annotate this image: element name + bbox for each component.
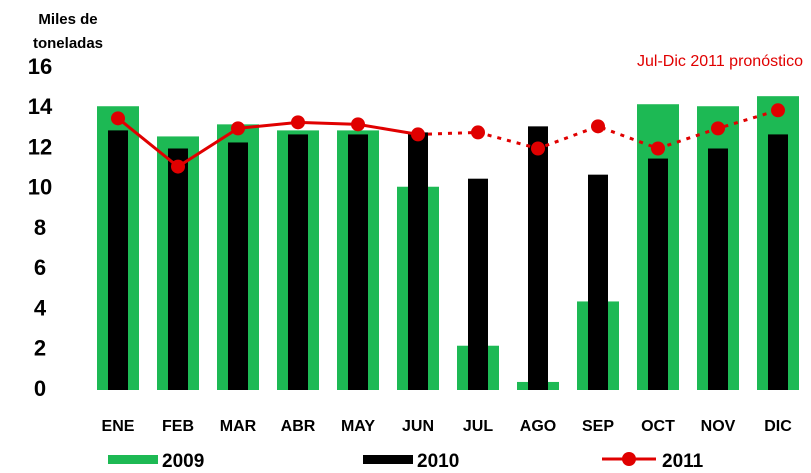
x-tick-label: DIC	[764, 418, 792, 435]
x-tick-label: MAR	[220, 418, 257, 435]
legend-label: 2010	[417, 451, 459, 472]
y-tick-label: 4	[34, 295, 47, 320]
bar	[348, 134, 368, 390]
y-axis-label: toneladas	[33, 35, 103, 52]
legend-swatch	[363, 455, 413, 464]
x-tick-label: ABR	[281, 418, 316, 435]
line-marker	[711, 121, 725, 136]
legend-swatch	[108, 455, 158, 464]
legend-label: 2011	[662, 451, 704, 472]
bar	[708, 148, 728, 390]
bar	[468, 178, 488, 390]
x-tick-label: MAY	[341, 418, 375, 435]
bar	[108, 130, 128, 390]
y-tick-label: 2	[34, 336, 46, 361]
bar	[228, 142, 248, 390]
x-tick-label: ENE	[102, 418, 135, 435]
y-tick-label: 6	[34, 255, 46, 280]
line-marker	[591, 119, 605, 134]
y-tick-label: 10	[28, 175, 52, 200]
y-tick-label: 0	[34, 376, 46, 401]
x-tick-label: JUN	[402, 418, 434, 435]
x-tick-label: FEB	[162, 418, 194, 435]
line-marker	[351, 117, 365, 132]
y-tick-label: 8	[34, 215, 46, 240]
y-tick-label: 14	[28, 94, 53, 119]
bar	[648, 158, 668, 390]
bar	[408, 132, 428, 390]
line-marker	[771, 103, 785, 118]
line-marker	[471, 125, 485, 140]
y-tick-label: 16	[28, 54, 52, 79]
x-tick-label: SEP	[582, 418, 614, 435]
legend-swatch	[622, 452, 636, 466]
line-marker	[171, 159, 185, 174]
bar	[528, 126, 548, 391]
line-marker	[531, 141, 545, 156]
line	[117, 117, 419, 169]
y-tick-label: 12	[28, 134, 52, 159]
y-axis-label: Miles de	[38, 11, 97, 28]
line-marker	[411, 127, 425, 142]
x-tick-label: OCT	[641, 418, 675, 435]
legend-label: 2009	[162, 451, 204, 472]
x-tick-label: NOV	[701, 418, 736, 435]
bar	[168, 148, 188, 390]
bar	[768, 134, 788, 390]
x-tick-label: JUL	[463, 418, 493, 435]
line-marker	[231, 121, 245, 136]
bar	[588, 174, 608, 390]
line-marker	[111, 111, 125, 126]
line-marker	[291, 115, 305, 130]
x-tick-label: AGO	[520, 418, 556, 435]
bar	[288, 134, 308, 390]
line-marker	[651, 141, 665, 156]
annotation: Jul-Dic 2011 pronóstico	[637, 53, 803, 70]
